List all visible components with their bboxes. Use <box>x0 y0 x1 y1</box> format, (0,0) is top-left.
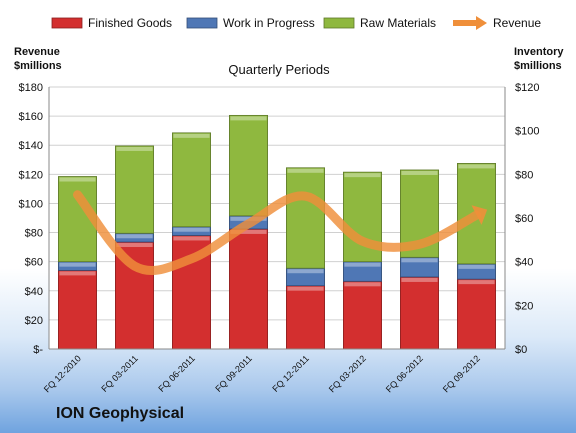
legend-arrow-swatch <box>476 16 487 30</box>
bar-segment-highlight <box>344 282 381 287</box>
left-tick-label: $80 <box>25 228 43 240</box>
legend-label: Revenue <box>493 16 541 30</box>
bar-segment-highlight <box>116 234 153 239</box>
right-tick-label: $0 <box>515 344 527 356</box>
right-axis-label-line1: Inventory <box>514 46 564 58</box>
x-tick-label: FQ 09-2012 <box>441 353 482 394</box>
bar-segment <box>229 114 268 217</box>
bar-segment <box>172 132 211 228</box>
left-tick-label: $120 <box>19 169 43 181</box>
revenue-line-path <box>73 190 481 275</box>
bar-segment <box>286 285 325 350</box>
bar-segment-highlight <box>287 168 324 173</box>
right-tick-label: $20 <box>515 300 533 312</box>
bar-segment-highlight <box>59 262 96 267</box>
legend-label: Finished Goods <box>88 16 172 30</box>
right-tick-label: $60 <box>515 213 533 225</box>
revenue-line <box>73 190 488 275</box>
legend-label: Work in Progress <box>223 16 315 30</box>
x-tick-label: FQ 09-2011 <box>213 353 254 394</box>
bar-segment-highlight <box>344 262 381 267</box>
bar-segment-highlight <box>59 271 96 276</box>
x-tick-label: FQ 06-2012 <box>384 353 425 394</box>
left-axis-label-line1: Revenue <box>14 46 60 58</box>
bar-segment-highlight <box>230 229 267 234</box>
legend-label: Raw Materials <box>360 16 436 30</box>
legend-swatch <box>186 17 218 29</box>
right-tick-label: $40 <box>515 257 533 269</box>
left-tick-label: $40 <box>25 286 43 298</box>
left-tick-label: $160 <box>19 111 43 123</box>
revenue-arrowhead <box>471 205 488 225</box>
right-tick-label: $120 <box>515 82 539 94</box>
bar-segment <box>58 269 97 350</box>
bar-segment <box>343 280 382 350</box>
left-tick-label: $100 <box>19 198 43 210</box>
legend-swatch <box>323 17 355 29</box>
left-tick-label: $20 <box>25 315 43 327</box>
left-tick-label: $140 <box>19 140 43 152</box>
bar-segment-highlight <box>458 280 495 285</box>
bar-segment-highlight <box>458 264 495 269</box>
bar-segment <box>286 167 325 269</box>
bar-segment <box>457 278 496 350</box>
legend: Finished Goods Work in Progress Raw Materi… <box>51 16 541 30</box>
bar-segment-highlight <box>287 286 324 291</box>
bar-segment-highlight <box>173 227 210 232</box>
x-tick-label: FQ 12-2011 <box>270 353 311 394</box>
bar-segment-highlight <box>401 277 438 282</box>
right-axis-label-line2: $millions <box>514 60 562 72</box>
bar-segment <box>229 228 268 350</box>
bar-segment-highlight <box>401 258 438 263</box>
bar-segment-highlight <box>59 177 96 182</box>
bar-segment-highlight <box>458 164 495 169</box>
bar-segment <box>115 145 154 234</box>
bar-segment-highlight <box>173 236 210 241</box>
company-name: ION Geophysical <box>56 405 184 422</box>
bar-segment <box>400 276 439 350</box>
left-axis-label-line2: $millions <box>14 60 62 72</box>
bar-segment-highlight <box>173 133 210 138</box>
left-tick-label: $- <box>33 344 43 356</box>
left-tick-label: $60 <box>25 257 43 269</box>
x-tick-label: FQ 12-2010 <box>42 353 83 394</box>
x-tick-label: FQ 06-2011 <box>156 353 197 394</box>
bar-segment-highlight <box>344 173 381 178</box>
x-tick-label: FQ 03-2011 <box>99 353 140 394</box>
bar-segment-highlight <box>116 243 153 248</box>
chart-title: Quarterly Periods <box>228 62 330 77</box>
bar-segment-highlight <box>287 269 324 274</box>
left-tick-label: $180 <box>19 82 43 94</box>
right-tick-label: $100 <box>515 126 539 138</box>
bar-segment-highlight <box>116 146 153 151</box>
bar-segment-highlight <box>401 170 438 175</box>
legend-swatch <box>51 17 83 29</box>
bar-segment-highlight <box>230 116 267 121</box>
right-tick-label: $80 <box>515 169 533 181</box>
x-tick-label: FQ 03-2012 <box>327 353 368 394</box>
